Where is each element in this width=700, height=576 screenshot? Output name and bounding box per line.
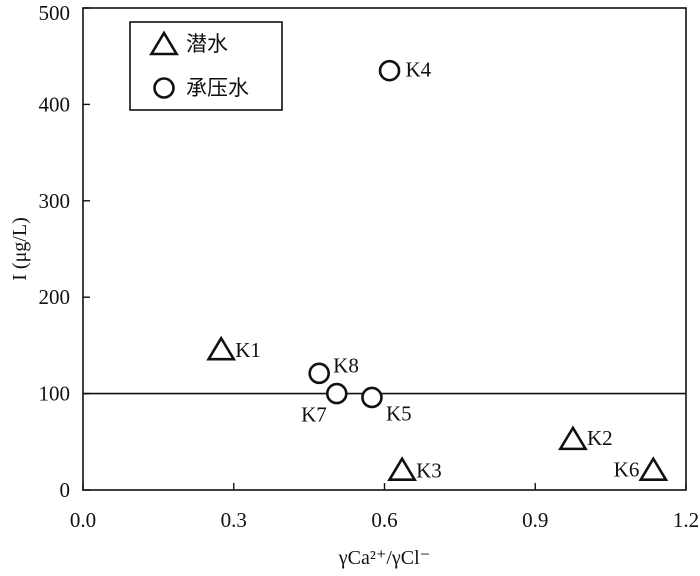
y-tick-label: 100 xyxy=(39,382,71,406)
point-label-k8: K8 xyxy=(333,353,359,377)
point-label-k5: K5 xyxy=(386,401,412,425)
x-tick-label: 1.2 xyxy=(673,508,699,532)
x-tick-label: 0.6 xyxy=(371,508,397,532)
y-tick-label: 500 xyxy=(39,1,71,25)
y-axis-title: I (μg/L) xyxy=(9,217,31,280)
point-label-k4: K4 xyxy=(406,58,432,82)
y-tick-label: 200 xyxy=(39,285,71,309)
y-tick-label: 400 xyxy=(39,92,71,116)
point-label-k1: K1 xyxy=(235,338,261,362)
legend-marker-circle xyxy=(153,77,175,99)
data-point-k3 xyxy=(387,456,417,482)
legend-marker-triangle xyxy=(149,30,179,56)
data-point-k7 xyxy=(325,382,348,405)
data-point-k5 xyxy=(361,386,383,409)
data-marks-layer: K1 K2 K3 K6 K4 K8 K7 K5 xyxy=(206,58,669,483)
x-tick-label: 0.9 xyxy=(522,508,548,532)
point-label-k3: K3 xyxy=(416,459,442,483)
x-tick-label: 0.0 xyxy=(70,508,96,532)
y-tick-label: 300 xyxy=(39,189,71,213)
data-point-k6 xyxy=(638,456,669,482)
point-label-k7: K7 xyxy=(301,403,327,427)
data-point-k2 xyxy=(558,425,588,451)
data-point-k4 xyxy=(378,59,401,82)
data-point-k1 xyxy=(206,335,237,361)
legend-label: 承压水 xyxy=(186,76,249,100)
data-point-k8 xyxy=(308,362,330,385)
legend-label: 潜水 xyxy=(186,32,228,56)
x-axis-title: γCa²⁺/γCl⁻ xyxy=(338,547,430,569)
point-label-k6: K6 xyxy=(614,458,640,482)
axes-layer: 0.0 0.3 0.6 0.9 1.2 0 100 200 300 400 500 γCa²⁺/γCl… xyxy=(9,1,699,569)
legend-box xyxy=(129,21,283,111)
point-label-k2: K2 xyxy=(587,426,613,450)
y-tick-label: 0 xyxy=(60,478,71,502)
x-tick-label: 0.3 xyxy=(221,508,247,532)
